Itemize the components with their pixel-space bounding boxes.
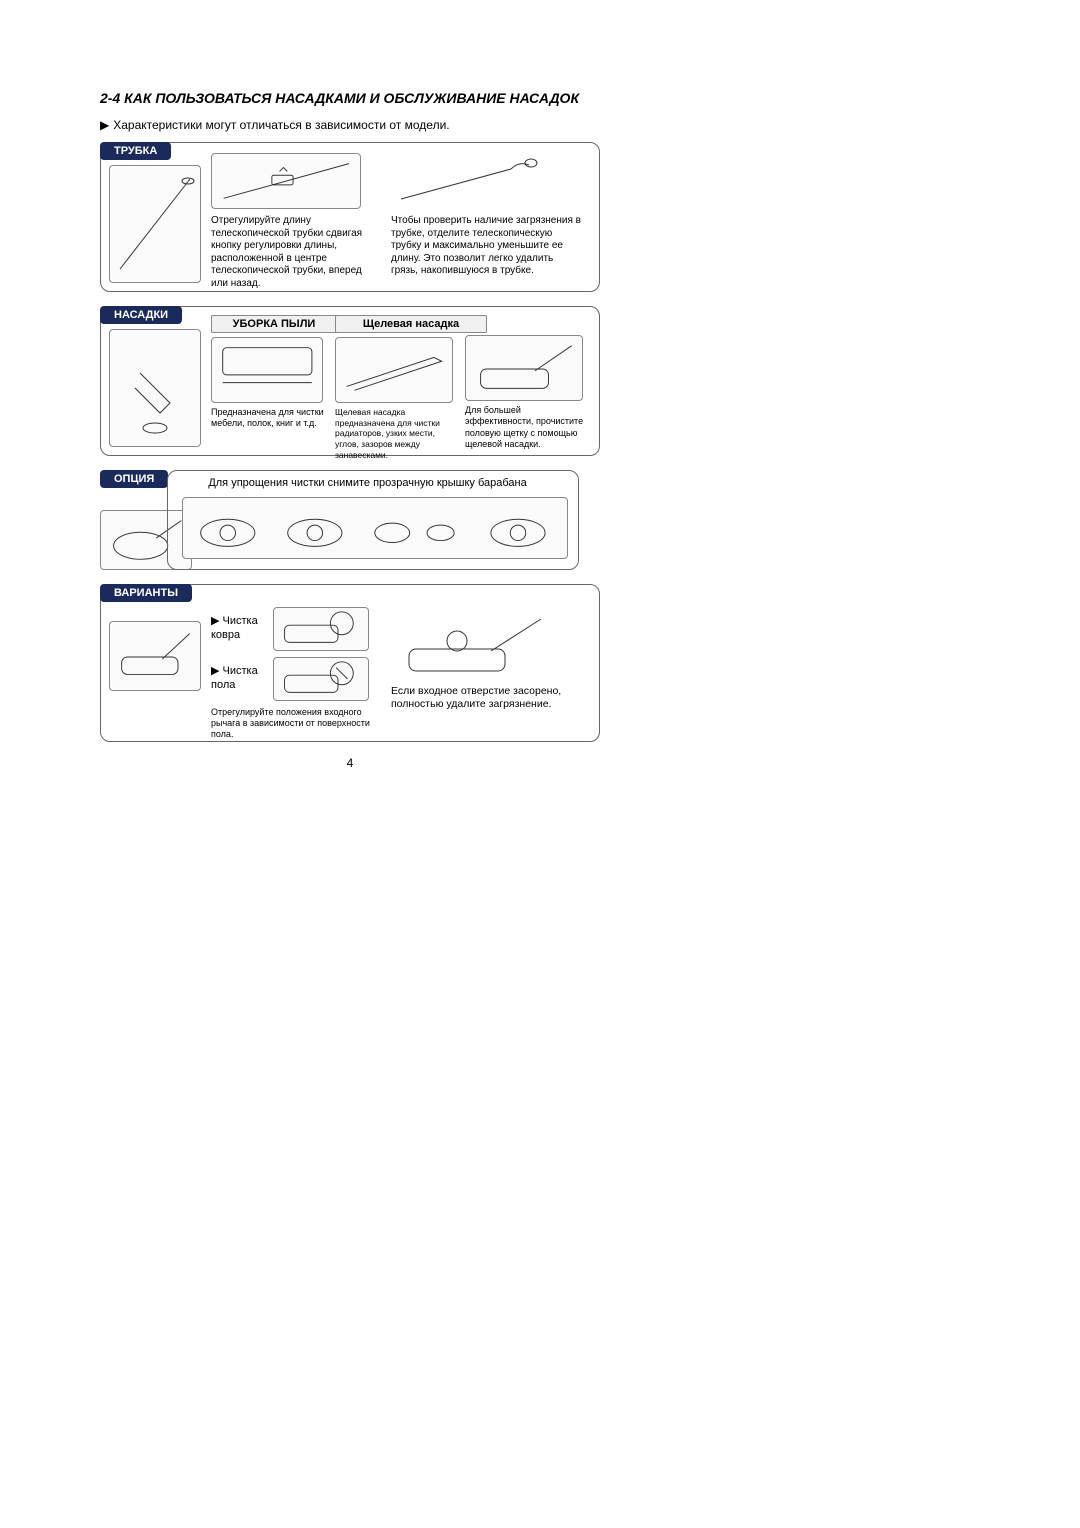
page-number: 4: [100, 756, 600, 770]
carpet-image: [273, 607, 369, 651]
arrow-icon: ▶: [100, 118, 109, 132]
note-text: Характеристики могут отличаться в зависи…: [113, 118, 449, 132]
section-heading: 2-4 КАК ПОЛЬЗОВАТЬСЯ НАСАДКАМИ И ОБСЛУЖИ…: [100, 90, 980, 106]
crevice-text: Щелевая насадка предназначена для чистки…: [335, 407, 455, 460]
model-note: ▶ Характеристики могут отличаться в завис…: [100, 118, 980, 132]
pipe-side-image: [109, 165, 201, 283]
inlet-clog-image: [391, 611, 551, 681]
variants-side-image: [109, 621, 201, 691]
inlet-clog-text: Если входное отверстие засорено, полност…: [391, 685, 581, 711]
section-option: Для упрощения чистки снимите прозрачную …: [167, 470, 579, 570]
floor-brush-clean-text: Для большей эффективности, прочистите по…: [465, 405, 585, 450]
section-label-option: ОПЦИЯ: [100, 470, 168, 488]
crevice-subhead: Щелевая насадка: [335, 315, 487, 333]
section-pipe: ТРУБКА Отрегулируйте длину телескопическ…: [100, 142, 600, 292]
section-label-variants: ВАРИАНТЫ: [100, 584, 192, 602]
arrow-icon: ▶: [211, 665, 219, 677]
floor-image: [273, 657, 369, 701]
crevice-image: [335, 337, 453, 403]
lever-adjust-text: Отрегулируйте положения входного рычага …: [211, 707, 381, 741]
floor-brush-clean-image: [465, 335, 583, 401]
pipe-check-image: [391, 153, 541, 209]
pipe-adjust-text: Отрегулируйте длину телескопической труб…: [211, 215, 381, 290]
arrow-icon: ▶: [211, 615, 219, 627]
pipe-adjust-image: [211, 153, 361, 209]
nozzles-side-image: [109, 329, 201, 447]
pipe-check-text: Чтобы проверить наличие загрязнения в тр…: [391, 215, 581, 278]
section-nozzles: НАСАДКИ УБОРКА ПЫЛИ Предназначена для чи…: [100, 306, 600, 456]
dust-brush-image: [211, 337, 323, 403]
option-text: Для упрощения чистки снимите прозрачную …: [208, 477, 568, 491]
dust-brush-text: Предназначена для чистки мебели, полок, …: [211, 407, 325, 430]
manual-page: 2-4 КАК ПОЛЬЗОВАТЬСЯ НАСАДКАМИ И ОБСЛУЖИ…: [0, 0, 1080, 1528]
section-label-nozzles: НАСАДКИ: [100, 306, 182, 324]
section-label-pipe: ТРУБКА: [100, 142, 171, 160]
section-variants: ВАРИАНТЫ ▶ Чистка ковра ▶: [100, 584, 600, 742]
dust-cleaning-subhead: УБОРКА ПЫЛИ: [211, 315, 337, 333]
option-drum-image: [182, 497, 568, 559]
